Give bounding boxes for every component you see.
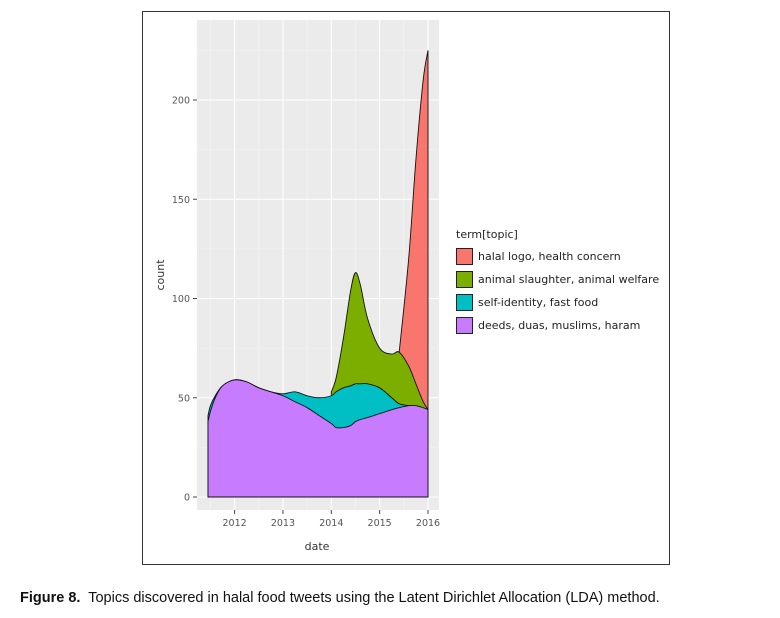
y-tick-label: 150: [172, 195, 190, 206]
legend-item: halal logo, health concern: [456, 245, 659, 268]
y-tick-label: 0: [184, 493, 190, 504]
x-tick-label: 2015: [368, 518, 392, 529]
figure-caption: Figure 8. Topics discovered in halal foo…: [20, 590, 780, 606]
x-tick-label: 2012: [222, 518, 246, 529]
legend-item: animal slaughter, animal welfare: [456, 268, 659, 291]
y-axis: 0 50 100 150 200: [172, 96, 197, 504]
legend-label: self-identity, fast food: [478, 296, 599, 309]
caption-label: Figure 8.: [20, 590, 81, 606]
y-tick-label: 100: [172, 294, 190, 305]
caption-text: Topics discovered in halal food tweets u…: [88, 590, 660, 606]
x-tick-label: 2013: [271, 518, 295, 529]
legend-item: self-identity, fast food: [456, 291, 659, 314]
y-tick-label: 50: [178, 393, 190, 404]
series-areas: [207, 50, 429, 498]
legend-key: [456, 248, 473, 265]
legend-label: halal logo, health concern: [478, 250, 621, 263]
legend-key: [456, 271, 473, 288]
legend-key: [456, 317, 473, 334]
x-axis-label: date: [305, 540, 330, 553]
x-tick-label: 2016: [416, 518, 440, 529]
y-axis-label: count: [154, 259, 167, 291]
legend-key: [456, 294, 473, 311]
legend: term[topic] halal logo, health concern a…: [456, 228, 659, 337]
legend-label: animal slaughter, animal welfare: [478, 273, 660, 286]
area-deeds-duas-muslims-haram: [207, 379, 429, 498]
legend-title: term[topic]: [456, 228, 518, 241]
x-tick-label: 2014: [319, 518, 343, 529]
legend-item: deeds, duas, muslims, haram: [456, 314, 659, 337]
legend-label: deeds, duas, muslims, haram: [478, 319, 641, 332]
y-tick-label: 200: [172, 96, 190, 107]
x-axis: 2012 2013 2014 2015 2016: [222, 510, 440, 529]
